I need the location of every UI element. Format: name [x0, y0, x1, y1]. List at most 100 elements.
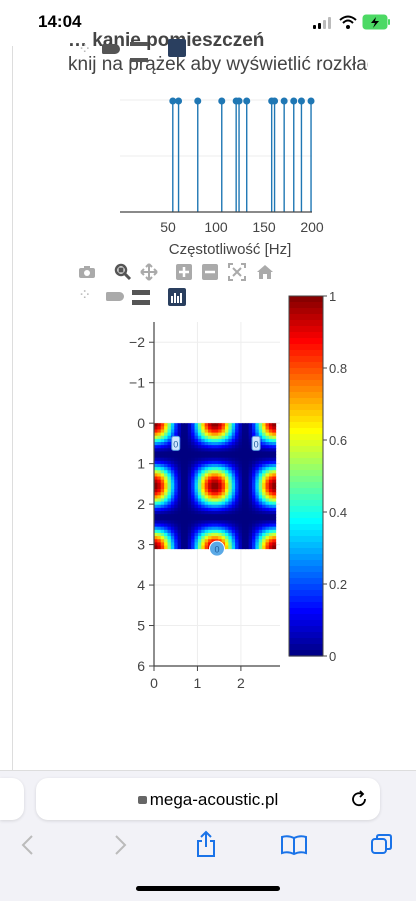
heatmap-cell: [157, 523, 162, 528]
heatmap-cell: [272, 514, 277, 518]
heatmap-cell: [167, 536, 172, 540]
heatmap-cell: [160, 536, 165, 540]
heatmap-cell: [235, 426, 239, 430]
heatmap-cell: [262, 526, 267, 531]
heatmap-cell: [181, 510, 185, 515]
heatmap-cell: [268, 542, 273, 546]
heatmap-cell: [238, 526, 243, 531]
heatmap-cell: [228, 489, 233, 493]
reload-icon[interactable]: [350, 790, 368, 808]
tabs-icon[interactable]: [370, 833, 394, 857]
spike-lines-icon[interactable]: ⁘: [78, 41, 92, 58]
share-icon[interactable]: [195, 830, 217, 858]
heatmap-cell: [204, 470, 209, 474]
heatmap-cell: [154, 438, 158, 443]
camera-icon[interactable]: [78, 265, 96, 279]
heatmap-cell: [181, 429, 185, 434]
heatmap-cell: [221, 514, 226, 518]
heatmap-cell: [184, 451, 189, 456]
heatmap-cell: [197, 438, 202, 443]
heatmap-cell: [157, 448, 162, 452]
hover-compare-icon[interactable]: [130, 42, 148, 62]
heatmap-cell: [194, 517, 199, 521]
plotly-logo-icon[interactable]: [168, 288, 186, 306]
heatmap-cell: [252, 476, 256, 481]
heatmap-cell: [268, 432, 273, 437]
heatmap-cell: [238, 495, 243, 499]
heatmap-cell: [228, 485, 233, 490]
heatmap-cell: [197, 451, 202, 456]
heatmap-cell: [245, 463, 250, 468]
zoom-icon[interactable]: [114, 263, 132, 281]
heatmap-cell: [268, 514, 273, 518]
heatmap-cell: [154, 429, 158, 434]
heatmap-cell: [157, 529, 162, 534]
heatmap-cell: [258, 479, 263, 484]
heatmap-cell: [248, 529, 253, 534]
heatmap-cell: [231, 523, 236, 528]
heatmap-cell: [241, 467, 246, 471]
heatmap-cell: [208, 485, 212, 490]
heatmap-cell: [208, 460, 212, 465]
heatmap-cell: [258, 536, 263, 540]
heatmap-cell: [208, 489, 212, 493]
hover-closest-icon[interactable]: [106, 292, 124, 301]
heatmap-cell: [268, 429, 273, 434]
heatmap-cell: [248, 520, 253, 525]
heatmap-cell: [268, 441, 273, 446]
heatmap-cell: [258, 429, 263, 434]
autoscale-icon[interactable]: [228, 263, 246, 281]
home-icon[interactable]: [256, 263, 274, 281]
heatmap-cell: [194, 451, 199, 456]
heatmap-cell: [170, 526, 175, 531]
previous-tab-card[interactable]: [0, 778, 24, 820]
heatmap-cell: [272, 517, 277, 521]
heatmap-cell: [258, 470, 263, 474]
spike-lines-icon[interactable]: ⁘: [78, 287, 92, 304]
heatmap-cell: [167, 545, 172, 550]
heatmap-cell: [228, 435, 233, 440]
hover-closest-icon[interactable]: [102, 44, 120, 54]
heatmap-cell: [224, 501, 229, 506]
forward-icon[interactable]: [112, 834, 128, 856]
heatmap-cell: [157, 510, 162, 515]
heatmap-cell: [255, 526, 260, 531]
heatmap-cell: [174, 529, 179, 534]
url-text[interactable]: mega-acoustic.pl: [36, 790, 380, 810]
heatmap-cell: [231, 482, 236, 487]
heatmap-cell: [208, 510, 212, 515]
heatmap-cell: [181, 523, 185, 528]
heatmap-cell: [194, 457, 199, 462]
heatmap-cell: [194, 529, 199, 534]
heatmap-cell: [248, 482, 253, 487]
back-icon[interactable]: [20, 834, 36, 856]
heatmap-cell: [184, 526, 189, 531]
heatmap-cell: [194, 482, 199, 487]
heatmap-cell: [204, 517, 209, 521]
heatmap-cell: [221, 498, 226, 503]
x-tick-label: 50: [160, 219, 176, 235]
heatmap-cell: [241, 426, 246, 430]
heatmap-cell: [245, 476, 250, 481]
address-bar[interactable]: mega-acoustic.pl: [36, 778, 380, 820]
heatmap-cell: [197, 520, 202, 525]
heatmap-cell: [241, 445, 246, 449]
hover-compare-icon[interactable]: [132, 290, 150, 305]
plotly-logo-icon[interactable]: [168, 39, 186, 57]
heatmap-cell: [268, 498, 273, 503]
pan-icon[interactable]: [140, 263, 158, 281]
heatmap-cell: [194, 498, 199, 503]
heatmap-cell: [235, 542, 239, 546]
heatmap-cell: [265, 435, 270, 440]
heatmap-cell: [265, 510, 270, 515]
heatmap-cell: [194, 510, 199, 515]
heatmap-cell: [167, 489, 172, 493]
bookmarks-icon[interactable]: [280, 834, 308, 856]
heatmap-cell: [262, 435, 267, 440]
zoom-in-icon[interactable]: [176, 264, 192, 280]
heatmap-cell: [268, 526, 273, 531]
heatmap-cell: [231, 545, 236, 550]
zoom-out-icon[interactable]: [202, 264, 218, 280]
heatmap-cell: [262, 539, 267, 543]
